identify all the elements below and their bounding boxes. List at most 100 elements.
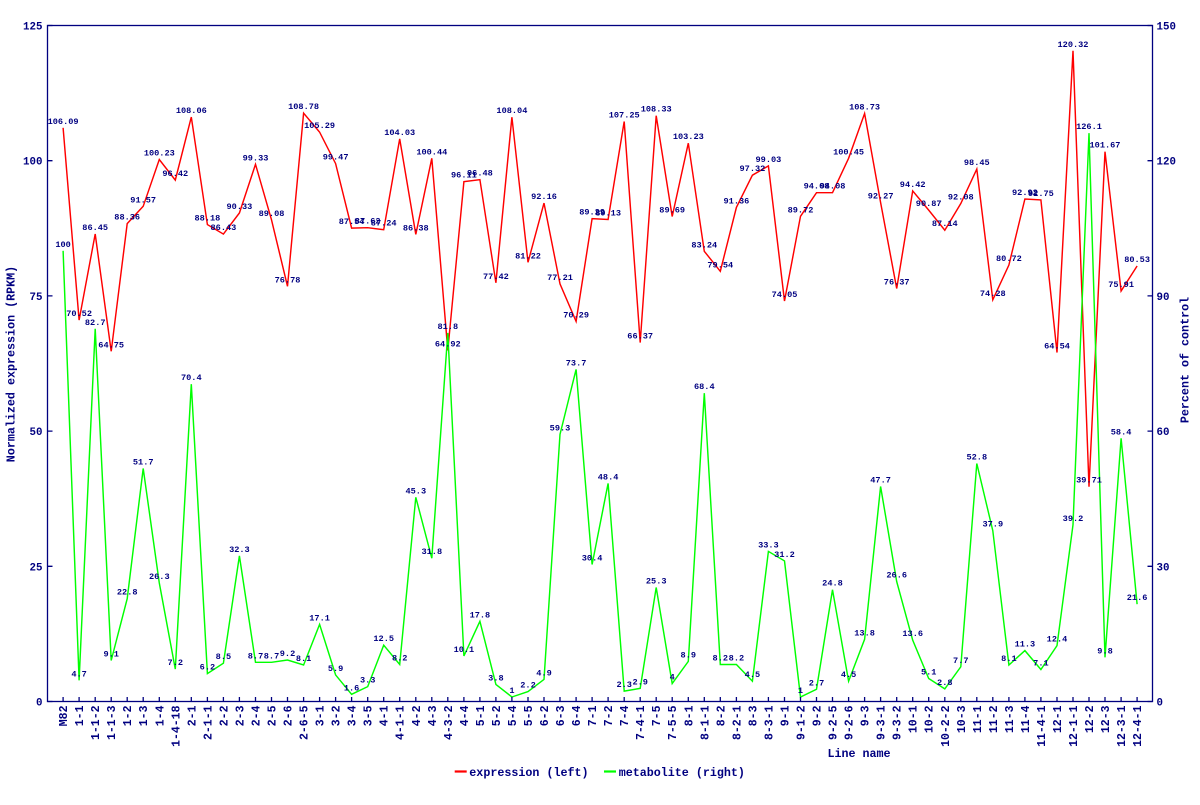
svg-text:8-3: 8-3 xyxy=(747,705,760,726)
svg-text:2.7: 2.7 xyxy=(809,678,824,688)
svg-text:108.73: 108.73 xyxy=(849,103,880,113)
svg-text:1-4-18: 1-4-18 xyxy=(170,705,183,747)
svg-text:87.14: 87.14 xyxy=(932,219,958,229)
svg-text:87.24: 87.24 xyxy=(371,219,397,229)
svg-text:108.04: 108.04 xyxy=(496,106,527,116)
svg-text:2-2: 2-2 xyxy=(218,705,231,726)
svg-text:70.29: 70.29 xyxy=(563,310,589,320)
svg-text:77.42: 77.42 xyxy=(483,272,509,282)
svg-text:51.7: 51.7 xyxy=(133,458,154,468)
svg-text:47.7: 47.7 xyxy=(870,476,891,486)
svg-text:9.2: 9.2 xyxy=(280,649,295,659)
svg-text:9-3-2: 9-3-2 xyxy=(892,705,905,740)
svg-text:100: 100 xyxy=(55,240,70,250)
svg-text:92.16: 92.16 xyxy=(531,192,557,202)
svg-text:70.4: 70.4 xyxy=(181,373,202,383)
svg-text:64.75: 64.75 xyxy=(98,340,124,350)
svg-text:92.75: 92.75 xyxy=(1028,189,1054,199)
svg-text:91.57: 91.57 xyxy=(130,195,156,205)
svg-text:metabolite (right): metabolite (right) xyxy=(619,766,745,780)
svg-text:11-3: 11-3 xyxy=(1004,705,1017,733)
svg-text:11-2: 11-2 xyxy=(988,705,1001,733)
svg-text:89.13: 89.13 xyxy=(595,209,621,219)
svg-text:9-3-1: 9-3-1 xyxy=(876,705,889,740)
svg-text:11-1: 11-1 xyxy=(972,705,985,733)
svg-text:98.45: 98.45 xyxy=(964,158,990,168)
svg-text:11-4-1: 11-4-1 xyxy=(1036,705,1049,747)
svg-text:2-3: 2-3 xyxy=(234,705,247,726)
svg-text:83.24: 83.24 xyxy=(691,240,717,250)
svg-text:5-1: 5-1 xyxy=(475,705,488,726)
svg-text:7-4-1: 7-4-1 xyxy=(635,705,648,740)
svg-text:8.7: 8.7 xyxy=(264,651,279,661)
svg-text:99.47: 99.47 xyxy=(323,153,349,163)
svg-text:7-2: 7-2 xyxy=(603,705,616,726)
svg-text:4-3-2: 4-3-2 xyxy=(443,705,456,740)
svg-text:105.29: 105.29 xyxy=(304,121,335,131)
svg-text:4-3: 4-3 xyxy=(427,705,440,726)
svg-text:1-1-2: 1-1-2 xyxy=(90,705,103,740)
svg-text:150: 150 xyxy=(1157,22,1176,34)
svg-text:4: 4 xyxy=(670,673,675,683)
svg-text:73.7: 73.7 xyxy=(566,358,587,368)
svg-text:8-3-1: 8-3-1 xyxy=(763,705,776,740)
svg-text:82.7: 82.7 xyxy=(85,318,106,328)
svg-text:86.43: 86.43 xyxy=(211,223,237,233)
svg-text:75: 75 xyxy=(30,292,43,304)
svg-text:108.78: 108.78 xyxy=(288,102,319,112)
svg-text:87.62: 87.62 xyxy=(355,217,381,227)
svg-text:64.92: 64.92 xyxy=(435,339,461,349)
svg-text:2-1: 2-1 xyxy=(186,705,199,726)
svg-text:12-1: 12-1 xyxy=(1052,705,1065,733)
svg-text:76.37: 76.37 xyxy=(884,278,910,288)
svg-text:86.45: 86.45 xyxy=(82,223,108,233)
svg-text:48.4: 48.4 xyxy=(598,472,619,482)
svg-text:7-5-5: 7-5-5 xyxy=(667,705,680,740)
svg-text:4-1: 4-1 xyxy=(379,705,392,726)
svg-text:4.7: 4.7 xyxy=(71,669,86,679)
svg-text:8.2: 8.2 xyxy=(392,654,407,664)
svg-text:10-1: 10-1 xyxy=(908,705,921,733)
svg-text:89.08: 89.08 xyxy=(259,209,285,219)
svg-text:6-4: 6-4 xyxy=(571,705,584,726)
svg-text:12-1-1: 12-1-1 xyxy=(1068,705,1081,747)
svg-text:17.1: 17.1 xyxy=(309,613,330,623)
svg-text:99.03: 99.03 xyxy=(756,155,782,165)
svg-text:2-6-5: 2-6-5 xyxy=(299,705,312,740)
svg-text:21.6: 21.6 xyxy=(1127,593,1148,603)
svg-text:86.38: 86.38 xyxy=(403,223,429,233)
svg-text:126.1: 126.1 xyxy=(1076,122,1102,132)
svg-text:96.48: 96.48 xyxy=(467,169,493,179)
svg-text:81.8: 81.8 xyxy=(437,322,458,332)
svg-text:80.53: 80.53 xyxy=(1124,255,1150,265)
svg-text:1: 1 xyxy=(798,686,803,696)
svg-text:89.72: 89.72 xyxy=(788,205,814,215)
svg-text:106.09: 106.09 xyxy=(48,117,79,127)
svg-text:97.32: 97.32 xyxy=(740,164,766,174)
svg-text:74.28: 74.28 xyxy=(980,289,1006,299)
svg-text:94.08: 94.08 xyxy=(820,182,846,192)
svg-text:33.3: 33.3 xyxy=(758,540,779,550)
svg-text:2-5: 2-5 xyxy=(267,705,280,726)
svg-text:125: 125 xyxy=(23,22,42,34)
svg-text:13.6: 13.6 xyxy=(902,629,923,639)
svg-text:2-1-1: 2-1-1 xyxy=(202,705,215,740)
svg-text:1: 1 xyxy=(509,686,514,696)
svg-text:8-2-1: 8-2-1 xyxy=(731,705,744,740)
svg-text:39.71: 39.71 xyxy=(1076,476,1102,486)
svg-text:2-4: 2-4 xyxy=(251,705,264,726)
svg-text:45.3: 45.3 xyxy=(405,486,426,496)
svg-text:11-4: 11-4 xyxy=(1020,705,1033,733)
svg-text:30.4: 30.4 xyxy=(582,554,603,564)
svg-text:90.33: 90.33 xyxy=(227,202,253,212)
svg-text:64.54: 64.54 xyxy=(1044,342,1070,352)
svg-text:24.8: 24.8 xyxy=(822,579,843,589)
svg-text:100.44: 100.44 xyxy=(416,147,447,157)
svg-text:91.36: 91.36 xyxy=(724,196,750,206)
svg-text:5-4: 5-4 xyxy=(507,705,520,726)
svg-text:17.8: 17.8 xyxy=(470,610,491,620)
svg-text:108.06: 108.06 xyxy=(176,106,207,116)
svg-text:9.8: 9.8 xyxy=(1097,646,1112,656)
svg-text:8.9: 8.9 xyxy=(681,650,696,660)
svg-text:4.5: 4.5 xyxy=(841,670,856,680)
